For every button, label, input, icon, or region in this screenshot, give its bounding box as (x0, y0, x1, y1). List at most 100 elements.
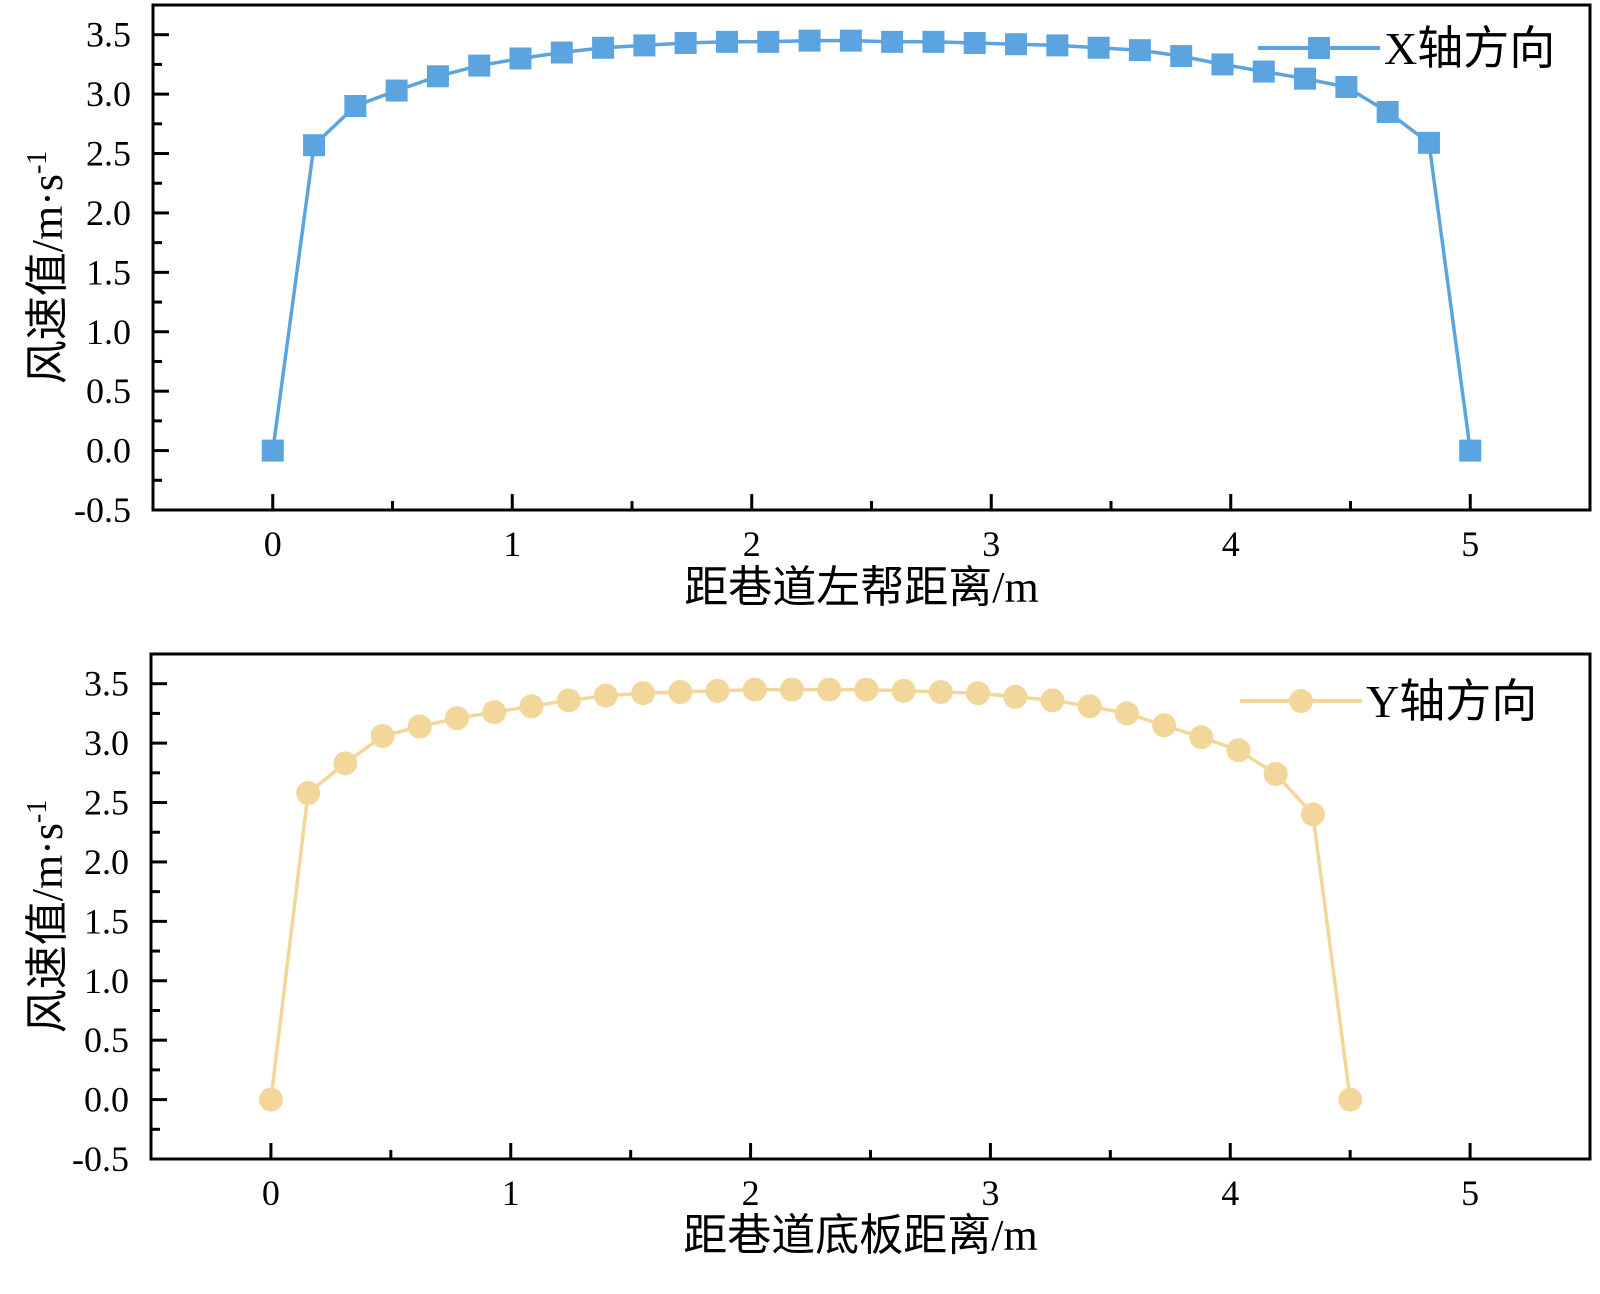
data-point (550, 41, 573, 64)
legend-marker-square (1308, 37, 1330, 59)
y-tick-labels: -0.5 0.0 0.5 1.0 1.5 2.0 2.5 3.0 3.5 (74, 15, 131, 530)
data-point (445, 706, 470, 731)
data-point (296, 781, 321, 806)
y-axis-title: 风速值/m·s-1 (22, 800, 72, 1034)
y-tick-label: 3.5 (86, 15, 131, 55)
y-tick-label: 1.0 (86, 312, 131, 352)
data-point (674, 32, 697, 55)
data-point (1005, 33, 1028, 56)
x-tick-label: 3 (981, 1173, 999, 1213)
x-tick-label: 0 (262, 1173, 280, 1213)
data-point (1114, 701, 1139, 726)
data-point (482, 700, 507, 725)
data-point (966, 681, 991, 706)
data-point (779, 677, 804, 702)
data-point (631, 681, 656, 706)
data-point (344, 95, 367, 117)
data-point (519, 694, 544, 719)
data-point (1077, 694, 1102, 719)
data-point (1300, 802, 1325, 827)
data-point (1252, 60, 1275, 83)
x-tick-label: 0 (264, 524, 282, 564)
data-point (261, 439, 284, 462)
data-point (370, 723, 395, 748)
data-point (1128, 39, 1151, 62)
data-point (1226, 738, 1251, 763)
data-point (556, 688, 581, 713)
data-point (1170, 45, 1193, 68)
data-point (1459, 439, 1482, 462)
legend-label: Y轴方向 (1366, 676, 1537, 727)
y-tick-label: 2.5 (86, 134, 131, 174)
data-point (854, 677, 879, 702)
x-tick-label: 4 (1222, 524, 1240, 564)
data-point (891, 678, 916, 703)
x-axis-title: 距巷道底板距离/m (683, 1211, 1037, 1260)
x-tick-label: 5 (1461, 1173, 1479, 1213)
data-point (633, 34, 656, 57)
y-tick-label: 2.0 (84, 842, 129, 882)
data-point (1376, 100, 1399, 123)
y-axis-title-superscript: -1 (22, 151, 53, 174)
data-point (668, 680, 693, 705)
axis-ticks (153, 33, 1472, 512)
y-tick-label: 1.5 (84, 901, 129, 941)
y-tick-label: 0.5 (86, 371, 131, 411)
x-tick-label: 2 (742, 1173, 760, 1213)
x-tick-label: 5 (1461, 524, 1479, 564)
data-point (1003, 684, 1028, 709)
y-tick-label: 3.0 (86, 74, 131, 114)
y-tick-label: 1.5 (86, 252, 131, 292)
y-tick-label: 0.5 (84, 1020, 129, 1060)
x-tick-labels: 0 1 2 3 4 5 (262, 1173, 1479, 1213)
y-axis-title-superscript: -1 (22, 800, 53, 823)
data-point (715, 30, 738, 53)
y-tick-label: 1.0 (84, 961, 129, 1001)
data-point (303, 134, 326, 157)
data-point (407, 714, 432, 739)
data-point (1046, 34, 1069, 57)
data-point (1189, 725, 1214, 750)
data-point (798, 29, 821, 52)
data-point (1417, 131, 1440, 154)
legend: X轴方向 (1258, 23, 1555, 74)
y-tick-label: 3.5 (84, 664, 129, 704)
data-point (881, 30, 904, 53)
data-point (757, 30, 780, 53)
y-axis-title: 风速值/m·s-1 (22, 151, 72, 385)
data-point (593, 683, 618, 708)
x-tick-label: 1 (502, 1173, 520, 1213)
plot-frame (149, 652, 1592, 1161)
data-point (1338, 1087, 1363, 1112)
data-point (385, 79, 408, 102)
y-tick-label: -0.5 (74, 490, 131, 530)
data-point (258, 1087, 283, 1112)
data-point (1040, 688, 1065, 713)
y-tick-labels: -0.5 0.0 0.5 1.0 1.5 2.0 2.5 3.0 3.5 (72, 664, 129, 1179)
x-axis-title: 距巷道左帮距离/m (684, 563, 1038, 612)
series-line (271, 38, 1473, 451)
axis-ticks (151, 682, 1472, 1161)
data-point (333, 751, 358, 776)
plot-frame (151, 3, 1592, 512)
data-point (1294, 67, 1317, 90)
data-point (509, 47, 532, 70)
data-point (1211, 53, 1234, 76)
y-tick-label: 0.0 (86, 431, 131, 471)
x-tick-label: 2 (743, 524, 761, 564)
series-group (258, 677, 1363, 1112)
y-axis-title-text: 风速值/m·s (23, 823, 72, 1033)
data-point (1152, 713, 1177, 738)
series-line (269, 687, 1352, 1100)
data-point (922, 30, 945, 53)
x-tick-labels: 0 1 2 3 4 5 (264, 524, 1480, 564)
data-point (468, 54, 491, 77)
data-point (839, 29, 862, 52)
legend-marker-circle (1289, 689, 1313, 713)
data-point (592, 36, 615, 59)
y-tick-label: 2.0 (86, 193, 131, 233)
y-tick-label: 2.5 (84, 783, 129, 823)
data-point (963, 32, 986, 55)
y-tick-label: 0.0 (84, 1080, 129, 1120)
y-axis-title-text: 风速值/m·s (23, 174, 72, 384)
